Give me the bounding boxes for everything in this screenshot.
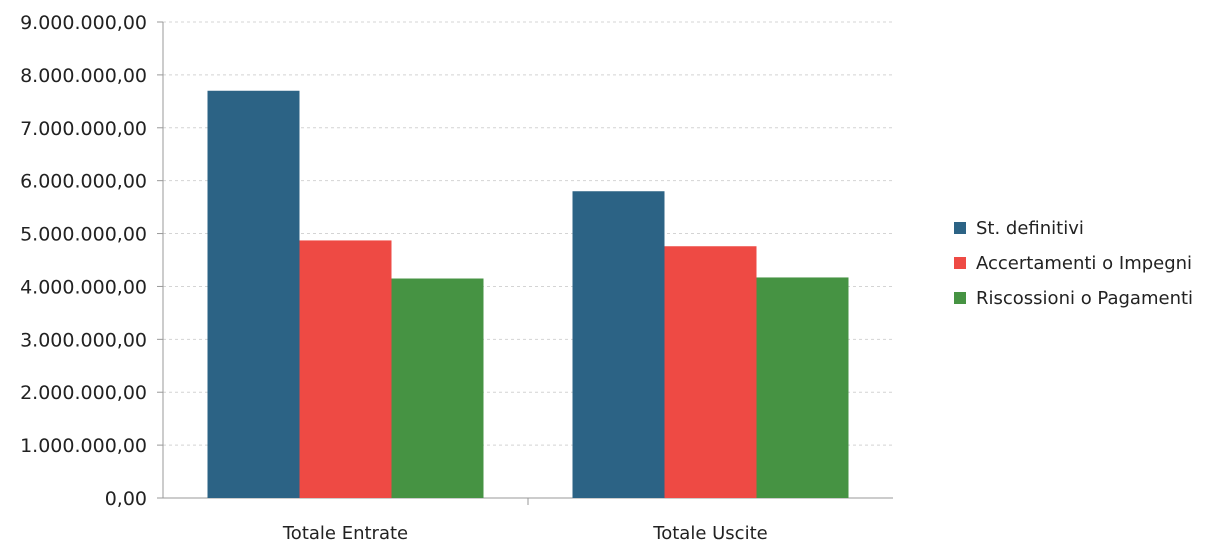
y-tick-label: 6.000.000,00 bbox=[20, 171, 147, 193]
bar bbox=[299, 240, 392, 499]
legend-label: St. definitivi bbox=[976, 218, 1084, 239]
legend-swatch bbox=[954, 257, 966, 269]
legend: St. definitivi Accertamenti o Impegni Risc… bbox=[954, 218, 1193, 309]
category-label: Totale Entrate bbox=[282, 523, 408, 544]
y-tick-label: 2.000.000,00 bbox=[20, 382, 147, 404]
y-tick-label: 8.000.000,00 bbox=[20, 65, 147, 87]
bar bbox=[391, 278, 484, 498]
legend-label: Accertamenti o Impegni bbox=[976, 253, 1192, 274]
category-labels: Totale Entrate Totale Uscite bbox=[282, 498, 768, 544]
legend-label: Riscossioni o Pagamenti bbox=[976, 288, 1193, 309]
legend-swatch bbox=[954, 292, 966, 304]
bar bbox=[572, 191, 665, 498]
category-label: Totale Uscite bbox=[652, 523, 767, 544]
y-tick-label: 5.000.000,00 bbox=[20, 224, 147, 246]
y-tick-label: 7.000.000,00 bbox=[20, 118, 147, 140]
bar bbox=[207, 90, 300, 498]
legend-swatch bbox=[954, 222, 966, 234]
y-tick-label: 1.000.000,00 bbox=[20, 435, 147, 457]
y-tick-labels: 0,00 1.000.000,00 2.000.000,00 3.000.000,00… bbox=[20, 12, 147, 510]
bar bbox=[664, 246, 757, 498]
bar bbox=[756, 277, 849, 498]
bars bbox=[207, 90, 849, 499]
y-tick-label: 0,00 bbox=[105, 488, 147, 510]
y-tick-label: 3.000.000,00 bbox=[20, 329, 147, 351]
y-tick-label: 9.000.000,00 bbox=[20, 12, 147, 34]
y-tick-label: 4.000.000,00 bbox=[20, 276, 147, 298]
